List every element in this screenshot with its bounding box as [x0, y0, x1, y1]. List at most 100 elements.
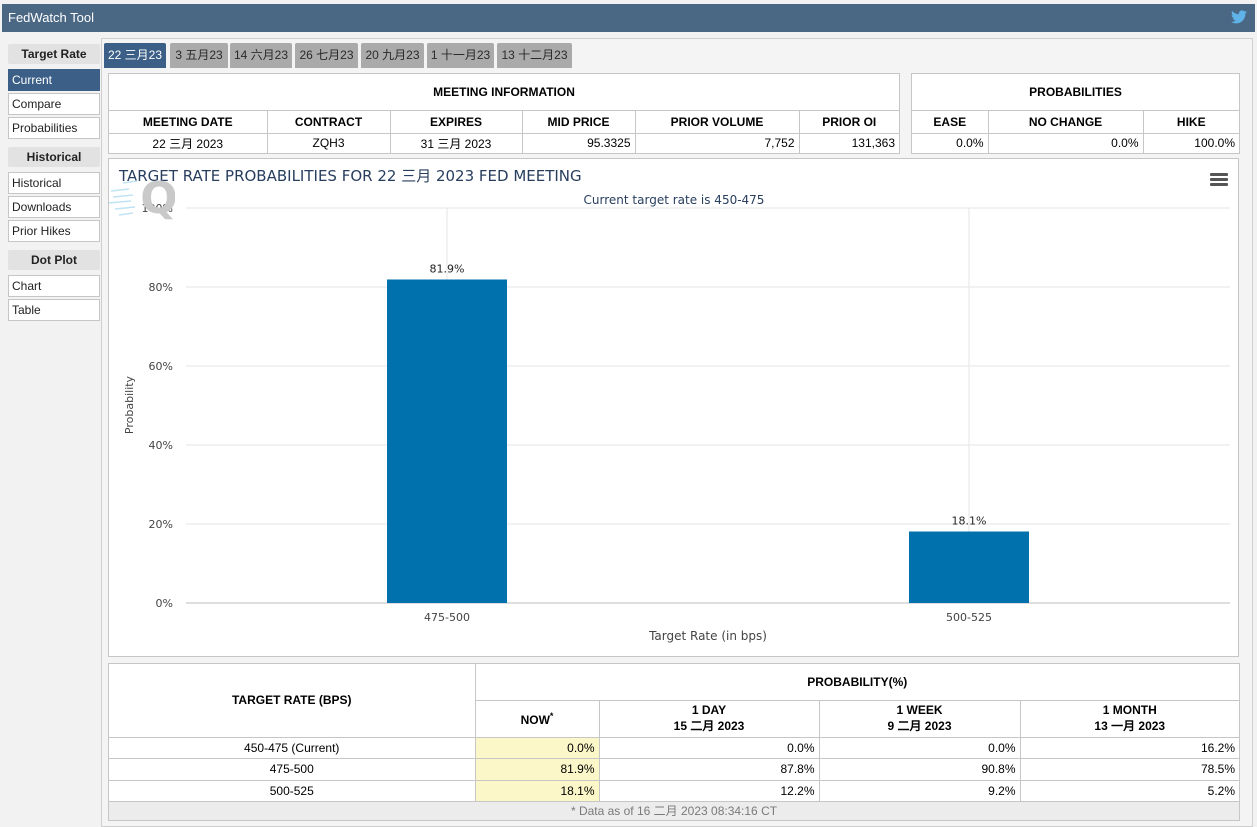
chart-subtitle: Current target rate is 450-475	[584, 193, 765, 207]
rate-cell: 500-525	[109, 779, 476, 802]
prior-oi-value: 131,363	[798, 132, 899, 153]
col-meeting-date: MEETING DATE	[109, 109, 268, 134]
col-1-month-label: 1 MONTH	[1102, 703, 1157, 717]
ease-value: 0.0%	[912, 132, 989, 153]
probabilities-table: PROBABILITIES EASE NO CHANGE HIKE 0.0% 0…	[912, 74, 1239, 153]
col-1-week: 1 WEEK 9 二月 2023	[818, 699, 1021, 738]
data-footnote: * Data as of 16 二月 2023 08:34:16 CT	[109, 800, 1239, 820]
1-day-cell: 0.0%	[598, 736, 820, 759]
meeting-information-title: MEETING INFORMATION	[109, 74, 899, 111]
tab-meeting-5[interactable]: 20 九月23	[361, 43, 424, 68]
meeting-information-panel: MEETING INFORMATION MEETING DATE CONTRAC…	[108, 73, 900, 154]
no-change-value: 0.0%	[987, 132, 1144, 153]
chart-gridlines: 0% 20% 40% 60% 80% 100%	[142, 202, 1230, 610]
col-1-month: 1 MONTH 13 一月 2023	[1019, 699, 1239, 738]
y-tick-label: 60%	[149, 360, 173, 373]
y-tick-label: 100%	[142, 202, 173, 215]
probability-history-table: TARGET RATE (BPS) PROBABILITY(%) NOW* 1 …	[109, 664, 1239, 820]
col-no-change: NO CHANGE	[987, 109, 1144, 134]
svg-text:Q: Q	[140, 173, 175, 224]
probability-bar-chart: TARGET RATE PROBABILITIES FOR 22 三月 2023…	[118, 167, 1230, 643]
1-week-cell: 90.8%	[818, 757, 1021, 781]
top-bar: FedWatch Tool	[2, 4, 1255, 32]
col-1-week-label: 1 WEEK	[896, 703, 943, 717]
sidebar-heading-target-rate: Target Rate	[8, 44, 100, 64]
sidebar-item-prior-hikes[interactable]: Prior Hikes	[8, 220, 100, 242]
sidebar-item-table[interactable]: Table	[8, 299, 100, 321]
sidebar-item-historical[interactable]: Historical	[8, 172, 100, 194]
now-cell: 18.1%	[474, 779, 600, 802]
bar-data-label: 81.9%	[430, 262, 465, 275]
tab-meeting-2[interactable]: 3 五月23	[170, 43, 228, 68]
col-prior-oi: PRIOR OI	[798, 109, 899, 134]
x-axis-label: Target Rate (in bps)	[648, 629, 767, 643]
1-month-cell: 78.5%	[1019, 757, 1239, 781]
twitter-bird-icon[interactable]	[1231, 10, 1247, 24]
col-hike: HIKE	[1142, 109, 1239, 134]
rate-cell: 475-500	[109, 757, 476, 781]
chart-bars: 81.9% 475-500 18.1% 500-525	[387, 262, 1029, 624]
sidebar-item-compare[interactable]: Compare	[8, 93, 100, 115]
table-row: 475-500 81.9% 87.8% 90.8% 78.5%	[109, 757, 1239, 781]
sidebar-heading-dot-plot: Dot Plot	[8, 250, 100, 270]
col-1-day-date: 15 二月 2023	[673, 719, 745, 733]
prior-volume-value: 7,752	[634, 132, 800, 153]
col-ease: EASE	[912, 109, 989, 134]
col-1-day-label: 1 DAY	[691, 703, 727, 717]
col-mid-price: MID PRICE	[521, 109, 636, 134]
y-tick-label: 40%	[149, 439, 173, 452]
sidebar-heading-historical: Historical	[8, 147, 100, 167]
col-now-label: NOW	[520, 712, 550, 727]
sidebar-item-current[interactable]: Current	[8, 69, 100, 91]
tab-meeting-7[interactable]: 13 十二月23	[497, 43, 572, 68]
chart-title: TARGET RATE PROBABILITIES FOR 22 三月 2023…	[118, 167, 582, 185]
y-tick-label: 80%	[149, 281, 173, 294]
sidebar-section-dot-plot: Dot Plot Chart Table	[8, 250, 100, 321]
now-cell: 0.0%	[474, 736, 600, 759]
sidebar-item-probabilities[interactable]: Probabilities	[8, 117, 100, 139]
contract-value: ZQH3	[266, 132, 391, 153]
col-1-month-date: 13 一月 2023	[1094, 719, 1166, 733]
meeting-date-value: 22 三月 2023	[109, 132, 268, 153]
1-week-cell: 9.2%	[818, 779, 1021, 802]
x-tick-label: 475-500	[424, 611, 470, 624]
col-prior-volume: PRIOR VOLUME	[634, 109, 800, 134]
sidebar-section-target-rate: Target Rate Current Compare Probabilitie…	[8, 44, 100, 139]
bar-data-label: 18.1%	[952, 515, 987, 528]
y-tick-label: 20%	[149, 518, 173, 531]
now-cell: 81.9%	[474, 757, 600, 781]
probabilities-title: PROBABILITIES	[912, 74, 1239, 111]
chart-menu-icon[interactable]	[1210, 173, 1228, 187]
tab-meeting-4[interactable]: 26 七月23	[295, 43, 358, 68]
mid-price-value: 95.3325	[521, 132, 636, 153]
tab-meeting-6[interactable]: 1 十一月23	[427, 43, 494, 68]
bar-475-500[interactable]	[387, 279, 507, 603]
expires-value: 31 三月 2023	[389, 132, 523, 153]
1-month-cell: 5.2%	[1019, 779, 1239, 802]
y-axis-label: Probability	[123, 375, 136, 434]
tab-meeting-3[interactable]: 14 六月23	[230, 43, 292, 68]
col-1-day: 1 DAY 15 二月 2023	[598, 699, 820, 738]
meeting-information-table: MEETING INFORMATION MEETING DATE CONTRAC…	[109, 74, 899, 153]
sidebar-section-historical: Historical Historical Downloads Prior Hi…	[8, 147, 100, 242]
x-tick-label: 500-525	[946, 611, 992, 624]
q-watermark-logo: Q	[109, 173, 175, 224]
col-now-marker: *	[549, 710, 554, 721]
probability-history-panel: TARGET RATE (BPS) PROBABILITY(%) NOW* 1 …	[108, 663, 1240, 821]
probabilities-panel: PROBABILITIES EASE NO CHANGE HIKE 0.0% 0…	[911, 73, 1240, 154]
1-day-cell: 87.8%	[598, 757, 820, 781]
1-day-cell: 12.2%	[598, 779, 820, 802]
col-target-rate: TARGET RATE (BPS)	[109, 664, 476, 738]
bar-500-525[interactable]	[909, 531, 1029, 603]
rate-cell: 450-475 (Current)	[109, 736, 476, 759]
sidebar: Target Rate Current Compare Probabilitie…	[8, 44, 100, 321]
app-title: FedWatch Tool	[8, 10, 94, 25]
sidebar-item-downloads[interactable]: Downloads	[8, 196, 100, 218]
col-contract: CONTRACT	[266, 109, 391, 134]
1-month-cell: 16.2%	[1019, 736, 1239, 759]
tab-meeting-1[interactable]: 22 三月23	[104, 43, 166, 68]
hike-value: 100.0%	[1142, 132, 1239, 153]
table-row: 450-475 (Current) 0.0% 0.0% 0.0% 16.2%	[109, 736, 1239, 759]
sidebar-item-chart[interactable]: Chart	[8, 275, 100, 297]
